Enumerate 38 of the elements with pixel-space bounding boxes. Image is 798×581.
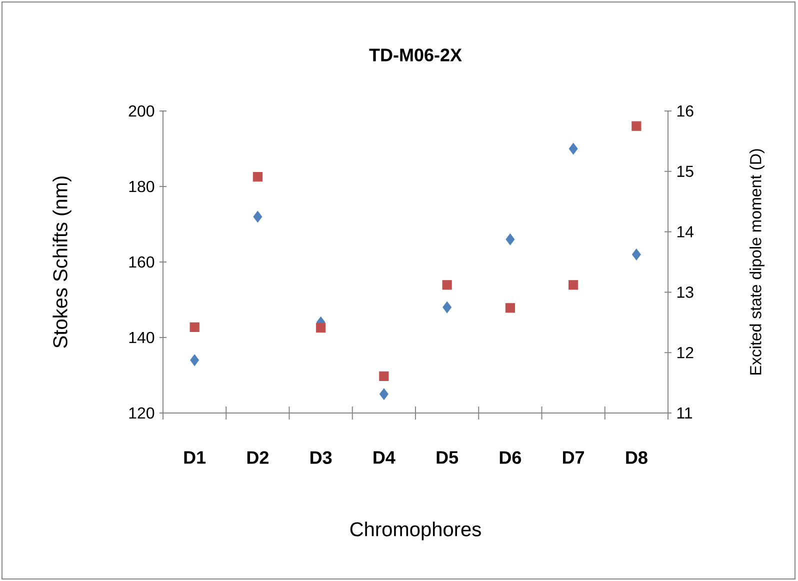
point (252, 172, 262, 182)
y2-tick-label: 16 (677, 105, 694, 117)
y-tick-label: 200 (128, 105, 154, 117)
x-tick-label: D6 (500, 451, 522, 464)
point (253, 210, 262, 223)
chart-title: TD-M06-2X (369, 48, 462, 62)
y-tick-label: 160 (129, 256, 154, 268)
point (632, 248, 641, 260)
point (379, 371, 389, 381)
y-tick-label: 120 (129, 407, 154, 419)
y2-tick-label: 12 (677, 347, 694, 358)
y-tick-label: 140 (129, 332, 154, 344)
point (505, 303, 515, 313)
point (442, 280, 452, 290)
point (379, 388, 388, 400)
point (506, 233, 515, 246)
x-tick-label: D2 (247, 451, 268, 464)
y2-tick-label: 14 (677, 226, 694, 238)
point (568, 142, 578, 155)
x-tick-label: D1 (184, 451, 206, 464)
y-axis-title: Stokes Schifts (nm) (52, 176, 72, 348)
x-tick-label: D7 (563, 451, 584, 464)
point (442, 301, 452, 314)
x-tick-label: D8 (626, 451, 648, 464)
point (632, 121, 642, 131)
y2-tick-label: 15 (677, 166, 694, 177)
y-tick-label: 180 (129, 180, 154, 192)
y2-tick-label: 11 (677, 408, 692, 418)
x-axis-title: Chromophores (350, 522, 481, 540)
point (190, 354, 200, 366)
x-tick-label: D5 (436, 451, 458, 464)
x-tick-label: D3 (310, 451, 332, 464)
y2-axis-title: Excited state dipole moment (D) (750, 149, 764, 375)
point (316, 323, 326, 333)
point (568, 280, 578, 290)
y2-tick-label: 13 (677, 286, 694, 298)
point (190, 322, 200, 332)
x-tick-label: D4 (374, 451, 396, 464)
